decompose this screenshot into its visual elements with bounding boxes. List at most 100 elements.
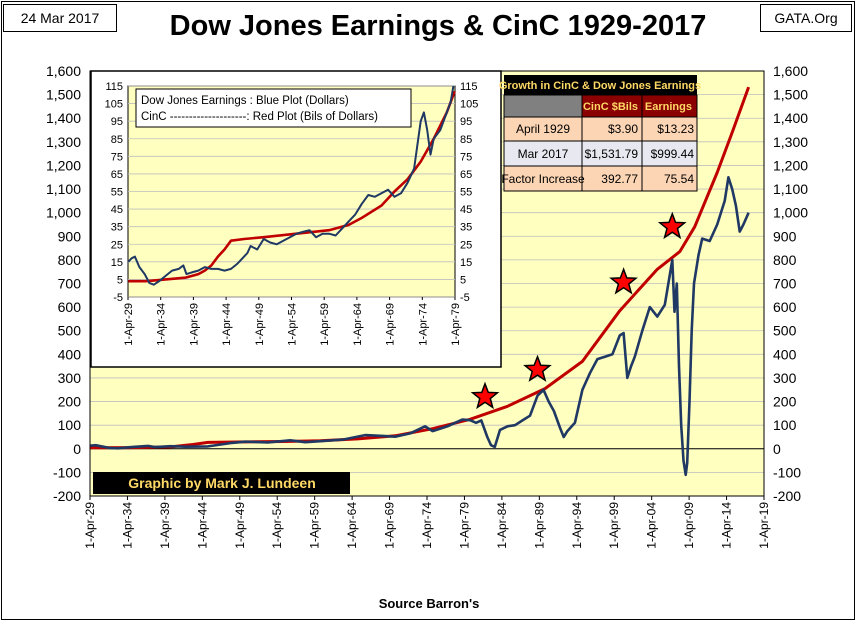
x-tick-label: 1-Apr-14 [720, 502, 734, 549]
table-cell: Mar 2017 [518, 147, 569, 161]
y-tick-left: 500 [58, 323, 82, 339]
x-tick-label: 1-Apr-64 [345, 502, 359, 549]
y-tick-left: 1,600 [46, 63, 81, 79]
star-marker [470, 381, 500, 410]
star-marker [657, 211, 687, 240]
table-title-bg [504, 75, 697, 95]
legend-item-earnings: Dow Jones Earnings : Blue Plot (Dollars) [141, 95, 349, 107]
y-tick-right: 1,200 [773, 157, 808, 173]
x-tick-label: 1-Apr-69 [383, 502, 397, 549]
source-tag: GATA.Org [760, 4, 852, 32]
inset-x-tick-label: 1-Apr-44 [221, 303, 233, 346]
x-tick-label: 1-Apr-79 [457, 502, 471, 549]
y-tick-left: 200 [58, 394, 82, 410]
y-tick-left: 700 [58, 276, 82, 292]
y-tick-right: 1,300 [773, 134, 808, 150]
y-tick-left: 100 [58, 417, 82, 433]
inset-y-tick-right: 95 [460, 116, 472, 128]
table-header-earnings: Earnings [645, 101, 692, 113]
inset-series-line-earnings [127, 85, 455, 286]
inset-y-tick-right: 55 [460, 187, 472, 199]
y-tick-right: 500 [773, 323, 797, 339]
y-tick-right: 200 [773, 394, 797, 410]
inset-y-tick-right: 65 [460, 169, 472, 181]
table-row-3-bg [503, 165, 698, 192]
y-tick-right: 100 [773, 417, 797, 433]
x-tick-label: 1-Apr-39 [158, 502, 172, 549]
inset-y-tick-right: 35 [460, 222, 472, 234]
table-cell: $3.90 [608, 122, 638, 136]
y-tick-left: 300 [58, 370, 82, 386]
inset-y-tick-right: 5 [460, 274, 466, 286]
y-tick-right: 900 [773, 228, 797, 244]
x-tick-label: 1-Apr-99 [607, 502, 621, 549]
y-tick-left: 1,200 [46, 157, 81, 173]
inset-y-tick-left: 35 [111, 222, 123, 234]
table-cell: $13.23 [657, 122, 694, 136]
inset-legend [135, 88, 412, 128]
inset-y-tick-left: 25 [111, 239, 123, 251]
y-tick-right: 700 [773, 276, 797, 292]
inset-y-tick-right: 45 [460, 204, 472, 216]
x-tick-label: 1-Apr-34 [120, 502, 134, 549]
inset-y-tick-right: 75 [460, 151, 472, 163]
y-tick-right: -100 [773, 464, 801, 480]
y-tick-right: 600 [773, 299, 797, 315]
inset-y-tick-left: 115 [105, 81, 123, 93]
inset-y-tick-right: 15 [460, 257, 472, 269]
table-cell: Factor Increase [501, 172, 585, 186]
x-tick-label: 1-Apr-19 [757, 502, 771, 549]
inset-x-tick-label: 1-Apr-34 [156, 303, 168, 346]
date-label: 24 Mar 2017 [3, 4, 117, 32]
inset-y-tick-left: 105 [105, 99, 123, 111]
credit-box [93, 472, 350, 494]
inset-y-tick-right: 115 [460, 81, 478, 93]
growth-table: Growth in CinC & Dow Jones Earnings CinC… [499, 75, 701, 192]
x-tick-label: 1-Apr-54 [270, 502, 284, 549]
inset-y-tick-left: 45 [111, 204, 123, 216]
table-cell: April 1929 [516, 122, 570, 136]
inset-x-tick-label: 1-Apr-39 [188, 303, 200, 346]
y-tick-left: 0 [73, 441, 81, 457]
table-cell: 392.77 [601, 172, 638, 186]
table-header-cinc: CinC $Bils [583, 101, 638, 113]
table-cell: $999.44 [651, 147, 695, 161]
x-axis-source: Source Barron's [379, 596, 480, 611]
x-tick-label: 1-Apr-04 [645, 502, 659, 549]
y-tick-left: -100 [53, 464, 81, 480]
inset-x-tick-label: 1-Apr-69 [385, 303, 397, 346]
inset-x-tick-label: 1-Apr-59 [319, 303, 331, 346]
y-tick-right: 1,400 [773, 110, 808, 126]
y-tick-right: -200 [773, 488, 801, 504]
inset-x-tick-label: 1-Apr-54 [287, 303, 299, 346]
x-tick-label: 1-Apr-59 [308, 502, 322, 549]
star-marker [609, 267, 638, 295]
y-tick-right: 0 [773, 441, 781, 457]
inset-y-tick-right: 25 [460, 239, 472, 251]
chart-title: Dow Jones Earnings & CinC 1929-2017 [169, 10, 707, 42]
y-tick-left: -200 [53, 488, 81, 504]
x-tick-label: 1-Apr-44 [195, 502, 209, 549]
x-tick-label: 1-Apr-94 [570, 502, 584, 549]
inset-x-tick-label: 1-Apr-49 [254, 303, 266, 346]
star-marker [523, 354, 552, 382]
x-tick-label: 1-Apr-89 [532, 502, 546, 549]
legend-item-cinc: CinC --------------------: Red Plot (Bil… [141, 111, 378, 123]
y-tick-left: 900 [58, 228, 82, 244]
inset-y-tick-left: 55 [111, 187, 123, 199]
table-title: Growth in CinC & Dow Jones Earnings [499, 80, 701, 92]
y-tick-left: 800 [58, 252, 82, 268]
x-tick-label: 1-Apr-49 [233, 502, 247, 549]
y-tick-right: 1,100 [773, 181, 808, 197]
inset-y-tick-right: -5 [460, 292, 470, 304]
x-tick-label: 1-Apr-09 [682, 502, 696, 549]
series-line-earnings [90, 176, 750, 477]
inset-x-tick-label: 1-Apr-64 [352, 303, 364, 346]
y-tick-left: 600 [58, 299, 82, 315]
inset-y-tick-right: 105 [460, 99, 478, 111]
inset-y-tick-left: -5 [113, 292, 123, 304]
inset-y-tick-left: 5 [117, 274, 123, 286]
inset-y-tick-left: 65 [111, 169, 123, 181]
inset-y-tick-left: 15 [111, 257, 123, 269]
